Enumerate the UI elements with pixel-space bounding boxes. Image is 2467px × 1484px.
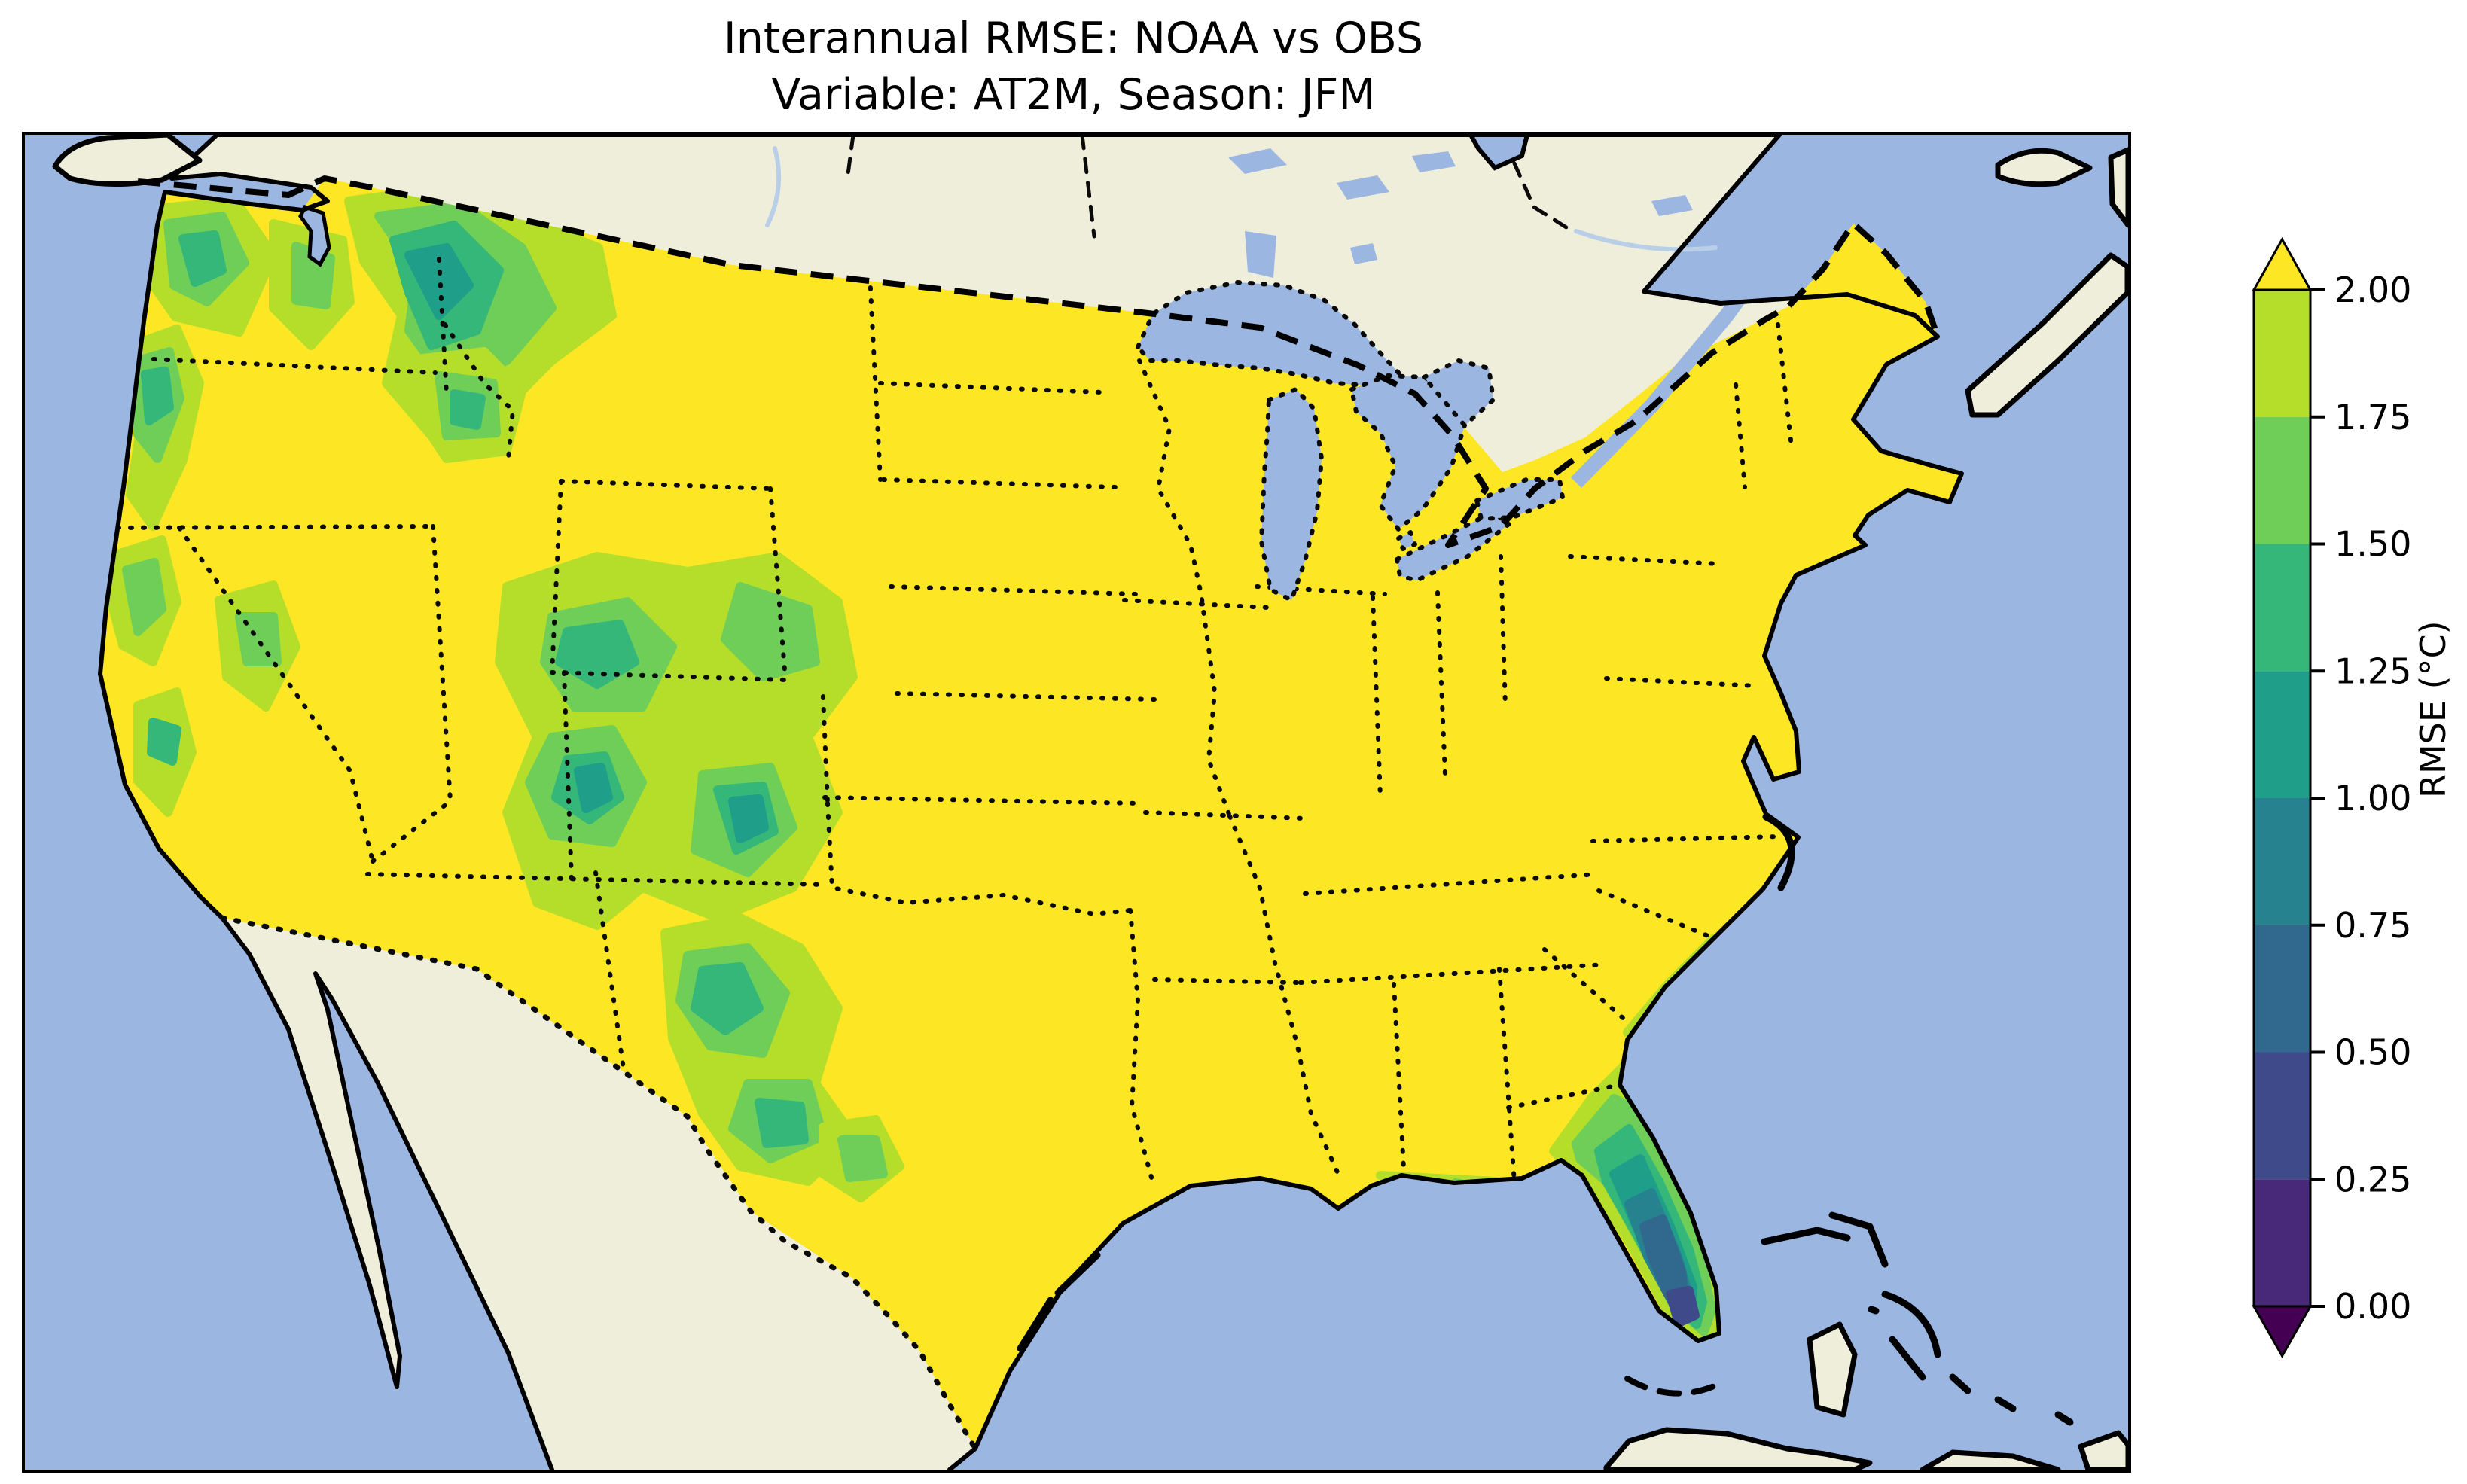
tick-0.00: 0.00 <box>2334 1286 2411 1327</box>
florida-keys <box>1624 1376 1724 1397</box>
cbar-seg-5 <box>2254 544 2310 672</box>
tick-0.50: 0.50 <box>2334 1032 2411 1073</box>
us-mexico-border <box>219 915 978 1452</box>
tick-1.50: 1.50 <box>2334 524 2411 565</box>
colorbar-over-arrow <box>2252 236 2313 291</box>
cbar-seg-7 <box>2254 290 2310 417</box>
canada-water-features <box>765 135 1718 278</box>
colorbar-tick-labels: 2.00 1.75 1.50 1.25 1.00 0.75 0.50 0.25 … <box>2334 270 2411 1327</box>
cbar-seg-3 <box>2254 798 2310 925</box>
colorbar-under-arrow <box>2252 1305 2313 1359</box>
tick-1.25: 1.25 <box>2334 651 2411 691</box>
figure-title: Interannual RMSE: NOAA vs OBS Variable: … <box>22 11 2125 123</box>
st-lawrence-estuary <box>1767 146 1868 251</box>
cbar-seg-2 <box>2254 925 2310 1053</box>
us-canada-border <box>137 175 1941 548</box>
prince-edward-island <box>1995 148 2093 187</box>
lake-st-clair <box>1396 530 1417 551</box>
georgian-bay <box>1422 358 1496 428</box>
bahamas <box>1761 1211 2074 1426</box>
lake-ontario <box>1474 477 1565 521</box>
tick-2.00: 2.00 <box>2334 270 2411 310</box>
colorbar: 2.00 1.75 1.50 1.25 1.00 0.75 0.50 0.25 … <box>2222 233 2467 1408</box>
coastline <box>98 135 1964 1470</box>
colorbar-canvas: 2.00 1.75 1.50 1.25 1.00 0.75 0.50 0.25 … <box>2252 236 2411 1359</box>
great-lakes <box>1136 280 1565 602</box>
map-axes <box>22 132 2131 1473</box>
cbar-seg-6 <box>2254 416 2310 544</box>
tick-0.75: 0.75 <box>2334 905 2411 946</box>
cbar-seg-0 <box>2254 1179 2310 1306</box>
nova-scotia <box>1965 252 2128 418</box>
tick-0.25: 0.25 <box>2334 1159 2411 1199</box>
cbar-seg-1 <box>2254 1052 2310 1180</box>
title-line-1: Interannual RMSE: NOAA vs OBS <box>723 14 1424 63</box>
cape-breton <box>2108 147 2128 228</box>
lake-erie <box>1395 510 1512 583</box>
title-line-2: Variable: AT2M, Season: JFM <box>771 70 1376 120</box>
lake-michigan <box>1259 387 1324 602</box>
cbar-seg-4 <box>2254 671 2310 798</box>
tick-1.00: 1.00 <box>2334 778 2411 818</box>
state-borders <box>102 257 1794 1185</box>
vancouver-island <box>52 135 203 187</box>
colorbar-ticks <box>2310 288 2325 1308</box>
cuba-and-islands <box>1603 1376 2128 1470</box>
james-bay <box>1468 135 1530 171</box>
barrier-islands <box>1017 813 1795 1352</box>
puget-sound <box>298 204 331 267</box>
map-canvas <box>25 135 2128 1470</box>
tick-1.75: 1.75 <box>2334 397 2411 437</box>
